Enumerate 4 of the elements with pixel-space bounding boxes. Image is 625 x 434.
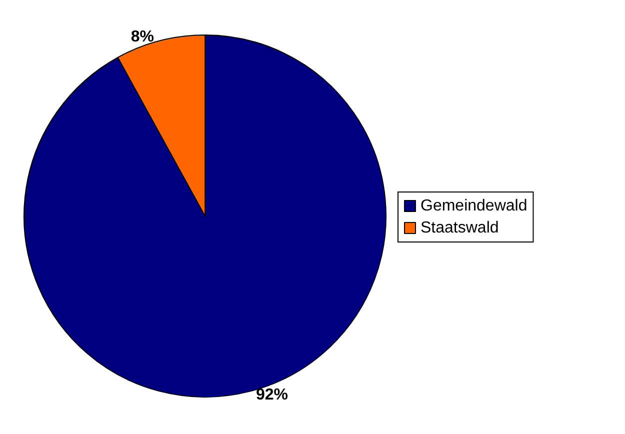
data-label: 92% — [256, 386, 288, 404]
legend-label: Staatswald — [420, 220, 499, 236]
data-label: 8% — [130, 28, 154, 46]
legend-label: Gemeindewald — [420, 198, 528, 214]
